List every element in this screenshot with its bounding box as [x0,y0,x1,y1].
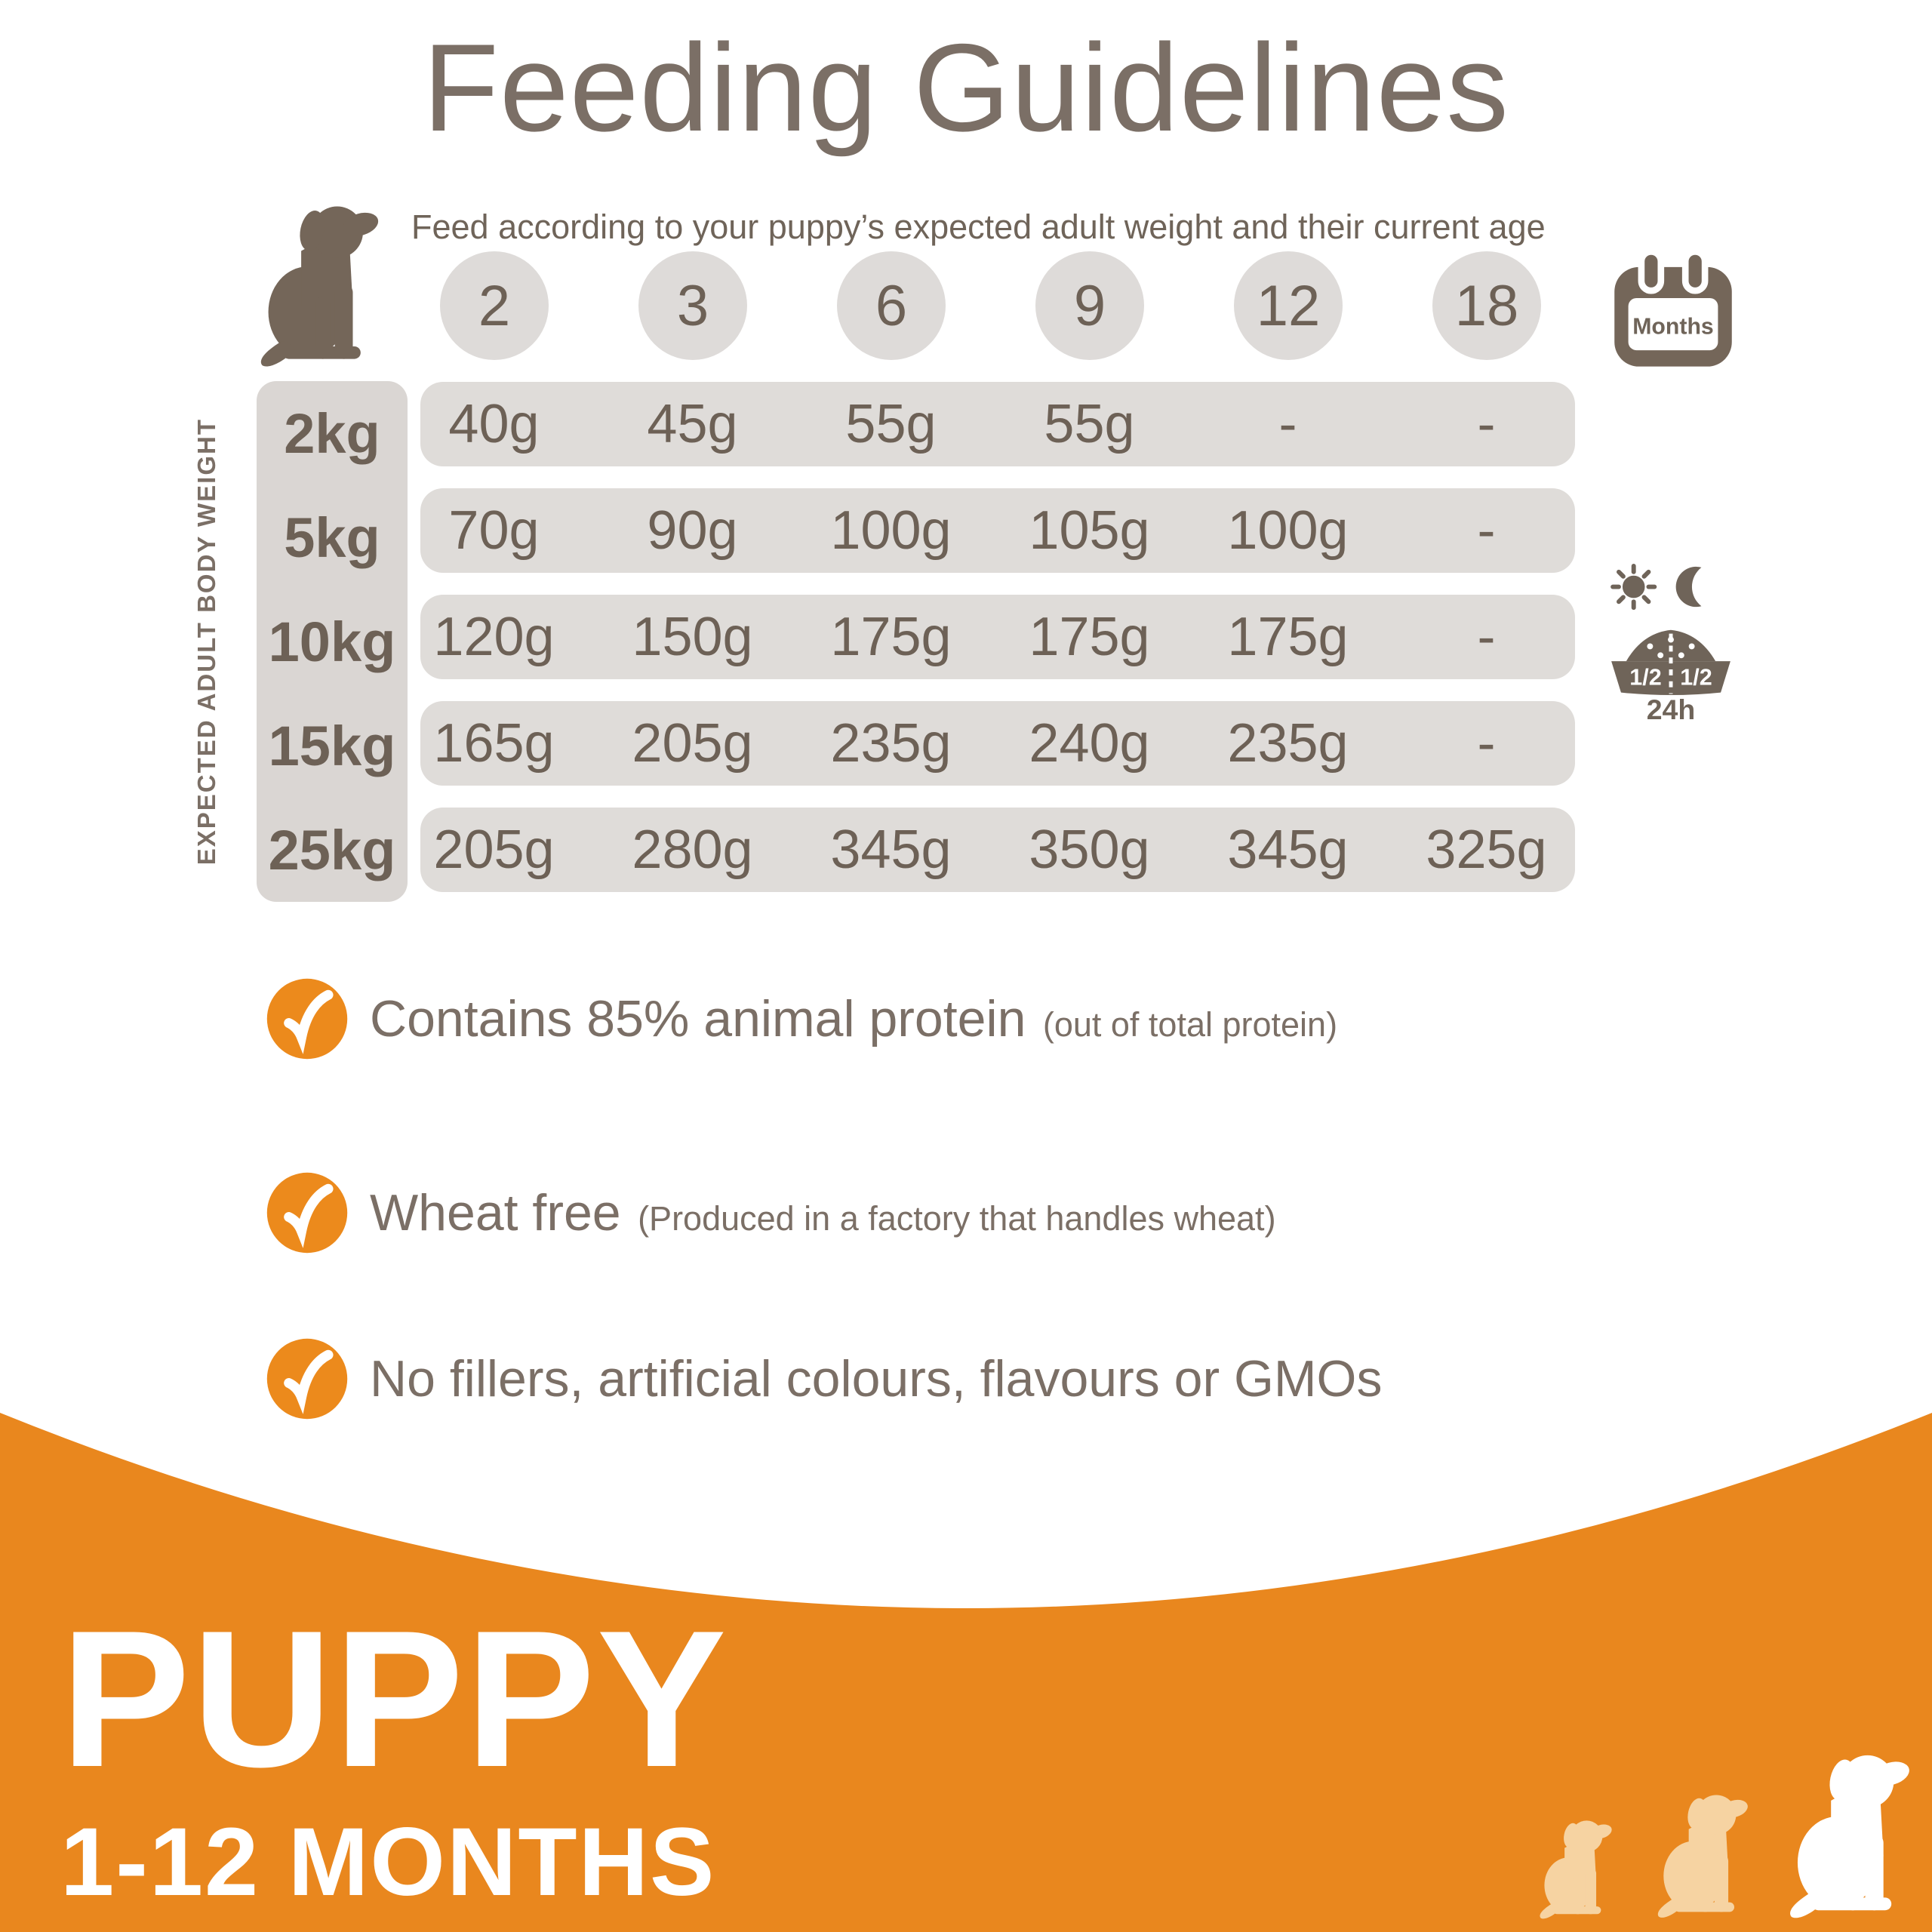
feeding-amount-cell: 165g [433,713,555,774]
weight-label: 15kg [268,714,396,777]
table-row-15kg: 165g 205g 235g 240g 235g - [420,701,1575,786]
age-column-header-2m: 2 [440,251,549,360]
feeding-amount-cell: 280g [632,820,753,880]
feeding-amount-cell: - [1477,713,1496,774]
bullet-sub-text: (out of total protein) [1042,1005,1338,1044]
age-value: 2 [478,273,511,338]
age-header-row: 2 3 6 9 12 18 [440,251,1541,360]
months-label: Months [1632,314,1713,339]
feeding-amount-cell: 175g [830,607,952,667]
age-value: 18 [1454,273,1519,338]
bullet-main-text: Contains 85% animal protein [370,990,1026,1048]
24h-label: 24h [1647,694,1696,723]
feeding-amount-cell: - [1477,607,1496,667]
age-column-header-12m: 12 [1234,251,1343,360]
table-row-10kg: 120g 150g 175g 175g 175g - [420,595,1575,679]
half-night-label: 1/2 [1680,665,1712,691]
sun-icon [1611,563,1657,611]
feeding-amount-cell: 205g [632,713,753,774]
age-value: 3 [676,273,709,338]
bullet-main-text: Wheat free [370,1184,621,1241]
page-title: Feeding Guidelines [423,18,1509,157]
dog-large-icon [1783,1745,1918,1920]
weight-label: 10kg [268,610,396,673]
dog-small-icon [1536,1814,1617,1920]
feeding-amount-cell: 345g [1227,820,1349,880]
feeding-amount-cell: 40g [448,394,540,454]
table-row-25kg: 205g 280g 345g 350g 345g 325g [420,808,1575,892]
weight-label-column: 2kg 5kg 10kg 15kg 25kg [257,381,408,902]
moon-icon [1675,566,1702,608]
feeding-amount-cell: 150g [632,607,753,667]
feeding-amount-cell: 100g [1227,500,1349,561]
bullet-wheat-free: Wheat free (Produced in a factory that h… [370,1171,1276,1255]
check-icon [265,1171,349,1255]
calendar-icon: Months [1614,248,1732,367]
age-column-header-18m: 18 [1432,251,1541,360]
feeding-amount-cell: - [1278,394,1297,454]
age-value: 6 [875,273,908,338]
subtitle: Feed according to your puppy’s expected … [411,208,1546,246]
day-night-feeding-icon: 1/2 1/2 24h [1611,563,1730,723]
check-icon [265,977,349,1061]
bullet-no-fillers: No fillers, artificial colours, flavours… [370,1337,1395,1421]
half-day-label: 1/2 [1629,665,1661,691]
banner-curve [0,1413,1932,1932]
feeding-amount-cell: - [1477,500,1496,561]
feeding-amount-cell: 45g [647,394,738,454]
feeding-amount-cell: 235g [1227,713,1349,774]
feeding-amount-cell: 175g [1029,607,1150,667]
bullet-protein: Contains 85% animal protein (out of tota… [370,977,1337,1061]
bullet-sub-text: (Produced in a factory that handles whea… [638,1199,1276,1238]
split-bowl-icon: 1/2 1/2 [1611,629,1730,696]
age-value: 9 [1073,273,1106,338]
product-stage-title: PUPPY [60,1589,728,1807]
weight-label: 5kg [284,506,380,569]
age-column-header-3m: 3 [638,251,747,360]
table-row-2kg: 40g 45g 55g 55g - - [420,382,1575,466]
age-column-header-6m: 6 [837,251,946,360]
feeding-amount-cell: 55g [1044,394,1135,454]
puppy-icon [253,196,389,368]
age-column-header-9m: 9 [1035,251,1144,360]
feeding-amount-cell: 205g [433,820,555,880]
feeding-amount-cell: 175g [1227,607,1349,667]
dog-medium-icon [1653,1787,1755,1919]
y-axis-label: EXPECTED ADULT BODY WEIGHT [192,417,220,866]
weight-label: 25kg [268,818,396,881]
feeding-amount-cell: 55g [845,394,937,454]
feeding-amount-cell: 325g [1426,820,1547,880]
age-value: 12 [1256,273,1321,338]
feeding-amount-cell: 240g [1029,713,1150,774]
product-age-range: 1-12 MONTHS [60,1808,716,1916]
feeding-amount-cell: 235g [830,713,952,774]
feeding-amount-cell: 100g [830,500,952,561]
table-row-5kg: 70g 90g 100g 105g 100g - [420,488,1575,573]
bullet-main-text: No fillers, artificial colours, flavours… [370,1350,1383,1407]
feeding-amount-cell: 350g [1029,820,1150,880]
weight-label: 2kg [284,401,380,465]
feeding-amount-cell: 345g [830,820,952,880]
feeding-amount-cell: 90g [647,500,738,561]
feeding-amount-cell: 120g [433,607,555,667]
feeding-amount-cell: - [1477,394,1496,454]
feeding-amount-cell: 70g [448,500,540,561]
feeding-amount-cell: 105g [1029,500,1150,561]
